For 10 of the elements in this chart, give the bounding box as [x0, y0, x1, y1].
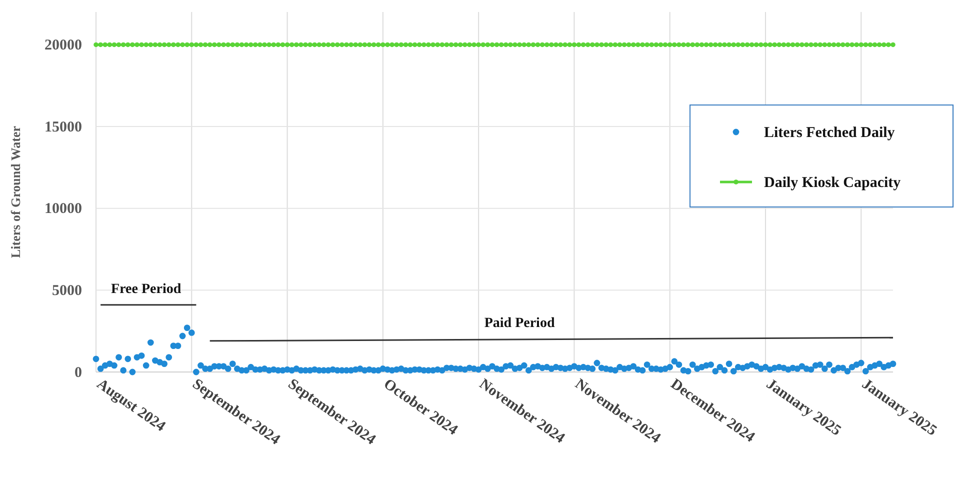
- y-axis-title: Liters of Ground Water: [8, 126, 23, 258]
- y-tick-label: 15000: [44, 119, 82, 136]
- y-tick-label: 20000: [44, 38, 82, 54]
- annotation: Free Period: [111, 282, 182, 297]
- legend-label: Daily Kiosk Capacity: [764, 175, 902, 191]
- y-tick-label: 10000: [44, 201, 82, 218]
- y-tick-label: 0: [74, 364, 82, 381]
- y-tick-label: 5000: [52, 282, 82, 299]
- legend-label: Liters Fetched Daily: [764, 125, 896, 141]
- annotation: Paid Period: [484, 316, 555, 331]
